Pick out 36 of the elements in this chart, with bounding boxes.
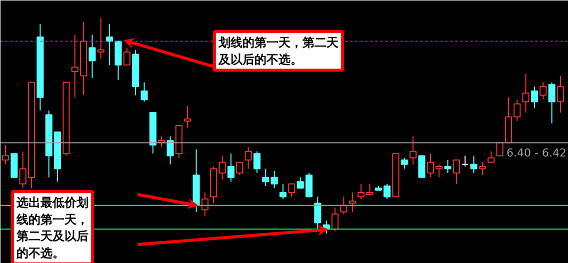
annotation: 选出最低价划线的第一天，第二天及以后的不选。 xyxy=(16,196,88,260)
candlestick xyxy=(418,155,426,178)
candlestick xyxy=(184,106,192,128)
candlestick xyxy=(166,136,174,165)
candlestick xyxy=(279,183,287,200)
candlestick xyxy=(244,146,252,170)
candlestick xyxy=(288,183,296,198)
candlestick xyxy=(540,82,547,100)
candlestick xyxy=(218,155,226,180)
candlestick xyxy=(88,34,96,78)
candlestick xyxy=(470,155,478,174)
candlestick xyxy=(548,82,556,124)
annotation: 6.40 - 6.42 xyxy=(506,146,567,160)
candlestick xyxy=(452,160,460,184)
candlestick xyxy=(123,47,130,66)
annotation: 划线的第一天，第二天及以后的不选。 xyxy=(218,36,340,66)
candlestick xyxy=(227,153,234,182)
candlestick xyxy=(10,153,18,178)
candlestick xyxy=(522,73,530,114)
candlestick xyxy=(478,162,486,176)
candlestick xyxy=(140,82,148,102)
candlestick xyxy=(488,150,495,163)
candlestick xyxy=(400,157,408,170)
candlestick xyxy=(444,160,452,174)
candlestick xyxy=(410,136,417,165)
candlestick xyxy=(270,170,278,189)
candlestick xyxy=(462,155,469,168)
candlestick xyxy=(496,142,504,156)
candlestick xyxy=(262,168,270,186)
candlestick xyxy=(236,162,244,176)
candlestick xyxy=(97,17,104,60)
candlestick xyxy=(348,192,356,212)
candlestick xyxy=(331,207,339,232)
candlestick xyxy=(556,75,564,114)
candlestick xyxy=(253,150,261,174)
candlestick xyxy=(530,86,538,109)
